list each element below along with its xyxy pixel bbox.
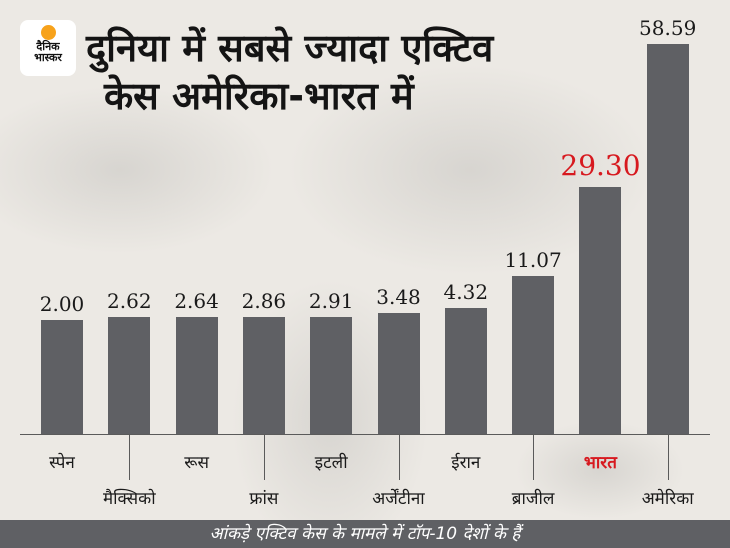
sun-icon [40, 25, 56, 40]
logo-line-2: भास्कर [34, 51, 62, 64]
bar-value-label: 58.59 [639, 16, 697, 40]
category-label: ब्राजील [511, 489, 555, 509]
axis-tick [533, 434, 535, 480]
title-line-1: दुनिया में सबसे ज्यादा एक्टिव [86, 26, 494, 70]
category-label: इटली [314, 453, 348, 473]
bar [377, 313, 420, 434]
category-label: अमेरिका [641, 489, 694, 509]
category-label: भारत [583, 453, 617, 473]
category-label: मैक्सिको [102, 489, 156, 509]
axis-tick [129, 434, 131, 480]
footer-note: आंकड़े एक्टिव केस के मामले में टॉप-10 दे… [0, 520, 730, 548]
category-label: स्पेन [49, 453, 75, 473]
bar [444, 308, 487, 434]
bar-value-label: 4.32 [443, 280, 489, 304]
bar-chart: 2.00 स्पेन 2.62 मैक्सिको 2.64 रूस 2.86 फ्रांस 2.… [20, 16, 710, 509]
bar-value-label: 2.64 [174, 289, 219, 313]
category-label: फ्रांस [249, 489, 279, 509]
bar [512, 276, 555, 434]
bar-value-label: 2.91 [308, 289, 354, 313]
dainik-bhaskar-logo: दैनिक भास्कर [20, 20, 76, 76]
bar-value-label: 2.00 [39, 292, 85, 316]
bar [41, 320, 83, 434]
axis-tick [263, 434, 265, 480]
bar-value-label: 29.30 [560, 149, 641, 182]
category-label: ईरान [451, 453, 481, 473]
bar-value-label: 11.07 [504, 248, 562, 272]
bar-value-label: 2.86 [241, 289, 287, 313]
bar [579, 187, 622, 434]
category-label: अर्जेंटीना [372, 489, 425, 509]
x-axis-baseline [20, 434, 710, 435]
logo-line-1: दैनिक [36, 40, 60, 53]
axis-tick [667, 434, 669, 480]
axis-tick [398, 434, 400, 480]
bar [108, 317, 151, 434]
bar-value-label: 3.48 [376, 285, 421, 309]
title-line-2: केस अमेरिका-भारत में [104, 74, 414, 118]
bar [310, 317, 353, 434]
bar-value-label: 2.62 [107, 289, 152, 313]
chart-title: दुनिया में सबसे ज्यादा एक्टिव केस अमेरिक… [86, 24, 556, 120]
bar [175, 317, 218, 434]
bar [242, 317, 285, 434]
category-label: रूस [184, 453, 209, 473]
bar [646, 44, 689, 434]
